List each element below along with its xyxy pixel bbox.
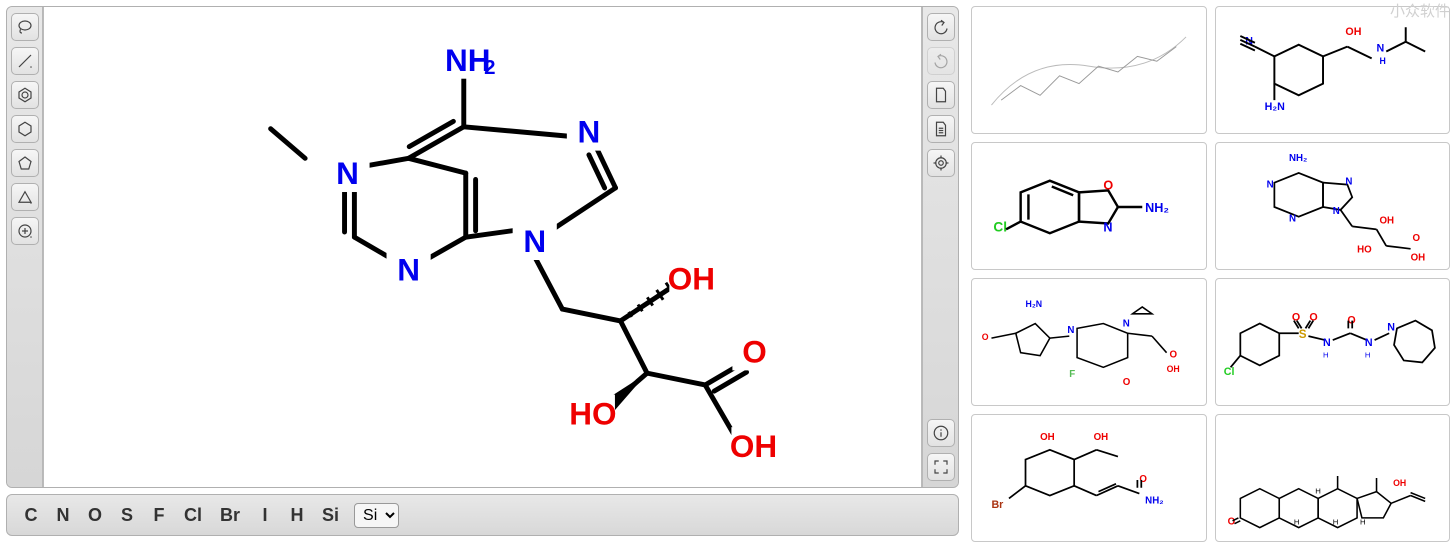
svg-text:O: O: [1103, 178, 1113, 192]
svg-text:OH: OH: [730, 428, 777, 464]
element-Cl[interactable]: Cl: [177, 502, 209, 529]
editor-panel: NH2NNNNOHHOOOH CNOSFClBrIHSiSi: [0, 0, 965, 542]
svg-text:N: N: [578, 114, 601, 150]
element-Si[interactable]: Si: [315, 502, 346, 529]
svg-text:H₂N: H₂N: [1264, 101, 1284, 113]
thumb-5[interactable]: H₂N O N F N O O OH: [971, 278, 1207, 406]
element-Br[interactable]: Br: [213, 502, 247, 529]
svg-text:N: N: [336, 155, 359, 191]
svg-text:O: O: [1123, 377, 1131, 388]
svg-text:N: N: [1288, 214, 1295, 225]
svg-text:N: N: [1067, 325, 1074, 336]
svg-text:N: N: [397, 252, 420, 288]
watermark-text: 小众软件: [1390, 0, 1450, 21]
element-select[interactable]: Si: [354, 503, 399, 528]
svg-text:O: O: [982, 332, 989, 342]
svg-text:N: N: [523, 223, 546, 259]
svg-text:O: O: [1412, 233, 1420, 244]
svg-text:H: H: [1364, 351, 1370, 360]
thumb-2[interactable]: NH₂NOHNH: [1215, 6, 1451, 134]
lasso-tool-icon[interactable]: [11, 13, 39, 41]
svg-text:HO: HO: [569, 396, 616, 432]
editor-frame: NH2NNNNOHHOOOH: [6, 6, 959, 488]
pentagon-tool-icon[interactable]: [11, 149, 39, 177]
svg-text:OH: OH: [668, 261, 715, 297]
svg-text:H: H: [1379, 56, 1385, 66]
svg-text:O: O: [1291, 312, 1299, 324]
svg-text:N: N: [1376, 43, 1384, 55]
svg-text:OH: OH: [1040, 432, 1055, 443]
triangle-tool-icon[interactable]: [11, 183, 39, 211]
element-H[interactable]: H: [283, 502, 311, 529]
svg-text:O: O: [1170, 350, 1178, 361]
svg-text:OH: OH: [1094, 432, 1109, 443]
svg-text:2: 2: [484, 56, 495, 79]
svg-text:OH: OH: [1167, 364, 1180, 374]
thumb-4[interactable]: NH₂ N N N N OH HO O OH: [1215, 142, 1451, 270]
left-toolbar: [7, 7, 43, 487]
thumb-3[interactable]: Cl O N NH₂: [971, 142, 1207, 270]
thumb-8[interactable]: O OH H H H H: [1215, 414, 1451, 542]
element-C[interactable]: C: [17, 502, 45, 529]
svg-text:OH: OH: [1379, 216, 1394, 227]
redo-icon[interactable]: [927, 47, 955, 75]
element-N[interactable]: N: [49, 502, 77, 529]
svg-text:OH: OH: [1345, 26, 1361, 38]
document-icon[interactable]: [927, 115, 955, 143]
element-I[interactable]: I: [251, 502, 279, 529]
svg-text:H: H: [1315, 487, 1321, 496]
results-grid: NH₂NOHNHClONNH₂NH₂NNNNOHHOOOHH₂NONFNOOOH…: [971, 6, 1450, 536]
info-icon[interactable]: [927, 419, 955, 447]
bond-tool-icon[interactable]: [11, 47, 39, 75]
svg-text:H: H: [1332, 518, 1338, 527]
undo-icon[interactable]: [927, 13, 955, 41]
svg-text:HO: HO: [1357, 245, 1372, 256]
results-panel: 小众软件 NH₂NOHNHClONNH₂NH₂NNNNOHHOOOHH₂NONF…: [965, 0, 1456, 542]
svg-text:H₂N: H₂N: [1026, 299, 1043, 309]
svg-text:O: O: [1227, 517, 1235, 528]
svg-text:N: N: [1364, 337, 1372, 349]
svg-text:H: H: [1293, 518, 1299, 527]
svg-text:O: O: [742, 333, 767, 369]
svg-text:NH₂: NH₂: [1288, 153, 1306, 164]
right-toolbar: [922, 7, 958, 487]
svg-text:N: N: [1266, 180, 1273, 191]
search-structure-icon[interactable]: [927, 149, 955, 177]
svg-text:OH: OH: [1393, 478, 1406, 488]
thumb-1[interactable]: [971, 6, 1207, 134]
svg-text:S: S: [1298, 328, 1306, 341]
thumb-6[interactable]: ClSOONHONHN: [1215, 278, 1451, 406]
svg-text:Cl: Cl: [1223, 366, 1234, 378]
element-S[interactable]: S: [113, 502, 141, 529]
element-F[interactable]: F: [145, 502, 173, 529]
add-tool-icon[interactable]: [11, 217, 39, 245]
element-toolbar: CNOSFClBrIHSiSi: [6, 494, 959, 536]
svg-text:N: N: [1103, 220, 1112, 234]
svg-text:OH: OH: [1410, 252, 1425, 263]
structure-canvas[interactable]: NH2NNNNOHHOOOH: [43, 7, 922, 487]
svg-text:H: H: [1323, 351, 1329, 360]
svg-text:NH₂: NH₂: [1145, 201, 1169, 215]
svg-text:H: H: [1359, 518, 1365, 527]
svg-text:N: N: [1123, 318, 1130, 329]
svg-text:N: N: [1345, 177, 1352, 188]
svg-text:Cl: Cl: [993, 219, 1007, 234]
new-page-icon[interactable]: [927, 81, 955, 109]
svg-text:F: F: [1069, 369, 1075, 380]
svg-text:N: N: [1387, 321, 1395, 333]
benzene-tool-icon[interactable]: [11, 81, 39, 109]
svg-text:N: N: [1323, 337, 1331, 349]
svg-text:NH₂: NH₂: [1145, 495, 1163, 506]
svg-text:N: N: [1332, 206, 1339, 217]
svg-text:Br: Br: [991, 499, 1003, 511]
fullscreen-icon[interactable]: [927, 453, 955, 481]
element-O[interactable]: O: [81, 502, 109, 529]
hexagon-tool-icon[interactable]: [11, 115, 39, 143]
thumb-7[interactable]: OHBrOHONH₂: [971, 414, 1207, 542]
